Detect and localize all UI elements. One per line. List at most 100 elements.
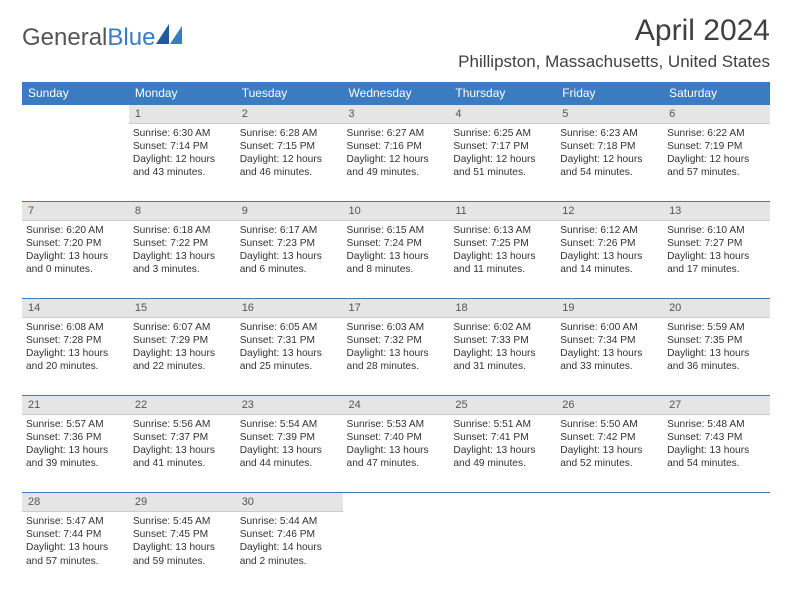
sunset-line: Sunset: 7:33 PM: [453, 334, 552, 347]
sunrise-line: Sunrise: 6:05 AM: [240, 321, 339, 334]
day-number: [663, 493, 770, 512]
day-cell: Sunrise: 6:02 AMSunset: 7:33 PMDaylight:…: [449, 318, 556, 396]
day-cell: Sunrise: 5:48 AMSunset: 7:43 PMDaylight:…: [663, 415, 770, 493]
sunrise-line: Sunrise: 5:47 AM: [26, 515, 125, 528]
daylight-line: Daylight: 12 hours and 51 minutes.: [453, 153, 552, 179]
sunset-line: Sunset: 7:32 PM: [347, 334, 446, 347]
day-number: 3: [343, 105, 450, 124]
day-cell: Sunrise: 6:18 AMSunset: 7:22 PMDaylight:…: [129, 221, 236, 299]
day-cell: Sunrise: 5:45 AMSunset: 7:45 PMDaylight:…: [129, 512, 236, 590]
day-number: 28: [22, 493, 129, 512]
day-cell: Sunrise: 5:59 AMSunset: 7:35 PMDaylight:…: [663, 318, 770, 396]
day-number: 30: [236, 493, 343, 512]
logo-text-blue: Blue: [107, 24, 155, 51]
sunset-line: Sunset: 7:22 PM: [133, 237, 232, 250]
sunrise-line: Sunrise: 6:17 AM: [240, 224, 339, 237]
day-number: 18: [449, 299, 556, 318]
sunset-line: Sunset: 7:41 PM: [453, 431, 552, 444]
daynum-row: 78910111213: [22, 202, 770, 221]
sunrise-line: Sunrise: 5:50 AM: [560, 418, 659, 431]
sunrise-line: Sunrise: 6:20 AM: [26, 224, 125, 237]
sunrise-line: Sunrise: 6:27 AM: [347, 127, 446, 140]
day-number: 5: [556, 105, 663, 124]
day-cell: [663, 512, 770, 590]
daylight-line: Daylight: 13 hours and 22 minutes.: [133, 347, 232, 373]
sunrise-line: Sunrise: 5:48 AM: [667, 418, 766, 431]
day-cell: Sunrise: 6:30 AMSunset: 7:14 PMDaylight:…: [129, 124, 236, 202]
data-row: Sunrise: 6:30 AMSunset: 7:14 PMDaylight:…: [22, 124, 770, 202]
day-cell: Sunrise: 6:10 AMSunset: 7:27 PMDaylight:…: [663, 221, 770, 299]
calendar-table: Sunday Monday Tuesday Wednesday Thursday…: [22, 82, 770, 590]
daylight-line: Daylight: 12 hours and 43 minutes.: [133, 153, 232, 179]
day-number: 16: [236, 299, 343, 318]
day-number: 23: [236, 396, 343, 415]
day-number: [22, 105, 129, 124]
sunrise-line: Sunrise: 5:45 AM: [133, 515, 232, 528]
daylight-line: Daylight: 12 hours and 57 minutes.: [667, 153, 766, 179]
sunset-line: Sunset: 7:26 PM: [560, 237, 659, 250]
day-number: 20: [663, 299, 770, 318]
daylight-line: Daylight: 13 hours and 36 minutes.: [667, 347, 766, 373]
day-cell: Sunrise: 6:25 AMSunset: 7:17 PMDaylight:…: [449, 124, 556, 202]
sunrise-line: Sunrise: 5:53 AM: [347, 418, 446, 431]
data-row: Sunrise: 5:57 AMSunset: 7:36 PM Daylight:…: [22, 415, 770, 493]
sunrise-line: Sunrise: 6:00 AM: [560, 321, 659, 334]
sunrise-line: Sunrise: 6:15 AM: [347, 224, 446, 237]
day-cell: Sunrise: 6:15 AMSunset: 7:24 PMDaylight:…: [343, 221, 450, 299]
month-title: April 2024: [458, 14, 770, 48]
sunset-line: Sunset: 7:25 PM: [453, 237, 552, 250]
sunrise-line: Sunrise: 6:23 AM: [560, 127, 659, 140]
col-wednesday: Wednesday: [343, 82, 450, 105]
weekday-header-row: Sunday Monday Tuesday Wednesday Thursday…: [22, 82, 770, 105]
daynum-row: 14151617181920: [22, 299, 770, 318]
day-cell: [556, 512, 663, 590]
day-number: 10: [343, 202, 450, 221]
sunset-line: Sunset: 7:14 PM: [133, 140, 232, 153]
sunset-line: Sunset: 7:29 PM: [133, 334, 232, 347]
day-number: 22: [129, 396, 236, 415]
day-number: 9: [236, 202, 343, 221]
day-number: 12: [556, 202, 663, 221]
daynum-row: 123456: [22, 105, 770, 124]
sunset-line: Sunset: 7:46 PM: [240, 528, 339, 541]
col-monday: Monday: [129, 82, 236, 105]
day-number: 21: [22, 396, 129, 415]
daynum-row: 282930: [22, 493, 770, 512]
daylight-line: Daylight: 12 hours and 46 minutes.: [240, 153, 339, 179]
sunrise-line: Sunrise: 6:25 AM: [453, 127, 552, 140]
daylight-line: Daylight: 13 hours and 54 minutes.: [667, 444, 766, 470]
logo-text: GeneralBlue: [22, 24, 155, 52]
day-cell: Sunrise: 6:22 AMSunset: 7:19 PMDaylight:…: [663, 124, 770, 202]
day-number: 6: [663, 105, 770, 124]
day-number: [343, 493, 450, 512]
day-number: 8: [129, 202, 236, 221]
daylight-line: Daylight: 13 hours and 44 minutes.: [240, 444, 339, 470]
day-cell: Sunrise: 6:27 AMSunset: 7:16 PMDaylight:…: [343, 124, 450, 202]
logo-text-general: General: [22, 24, 107, 51]
sunset-line: Sunset: 7:42 PM: [560, 431, 659, 444]
logo: GeneralBlue: [22, 14, 182, 52]
sunset-line: Sunset: 7:36 PM: [26, 431, 125, 444]
data-row: Sunrise: 5:47 AMSunset: 7:44 PMDaylight:…: [22, 512, 770, 590]
day-number: 14: [22, 299, 129, 318]
day-cell: Sunrise: 5:44 AMSunset: 7:46 PMDaylight:…: [236, 512, 343, 590]
day-number: 4: [449, 105, 556, 124]
day-number: 26: [556, 396, 663, 415]
day-cell: Sunrise: 5:57 AMSunset: 7:36 PMDaylight:…: [22, 415, 129, 493]
daylight-line: Daylight: 13 hours and 49 minutes.: [453, 444, 552, 470]
day-cell: [343, 512, 450, 590]
day-cell: Sunrise: 6:13 AMSunset: 7:25 PMDaylight:…: [449, 221, 556, 299]
sunrise-line: Sunrise: 5:57 AM: [26, 418, 125, 431]
sunset-line: Sunset: 7:34 PM: [560, 334, 659, 347]
daylight-line: Daylight: 13 hours and 33 minutes.: [560, 347, 659, 373]
title-block: April 2024 Phillipston, Massachusetts, U…: [458, 14, 770, 72]
day-number: 2: [236, 105, 343, 124]
sail-icon: [156, 24, 182, 44]
day-number: 29: [129, 493, 236, 512]
col-friday: Friday: [556, 82, 663, 105]
sunrise-line: Sunrise: 6:30 AM: [133, 127, 232, 140]
sunset-line: Sunset: 7:20 PM: [26, 237, 125, 250]
sunset-line: Sunset: 7:18 PM: [560, 140, 659, 153]
sunset-line: Sunset: 7:16 PM: [347, 140, 446, 153]
daylight-line: Daylight: 14 hours and 2 minutes.: [240, 541, 339, 567]
